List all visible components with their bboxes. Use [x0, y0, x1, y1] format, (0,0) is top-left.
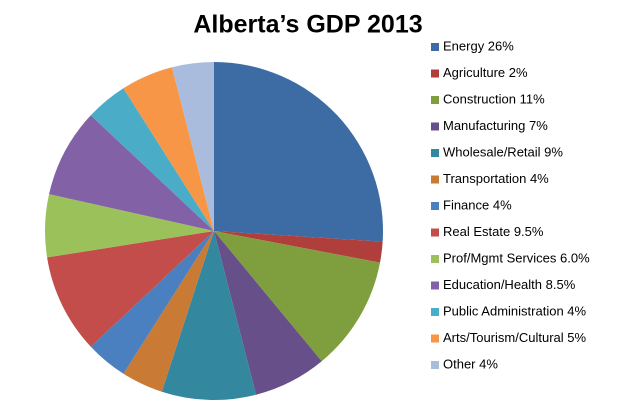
legend-label: Education/Health 8.5% [443, 277, 576, 292]
pie-slice [123, 67, 214, 231]
legend-swatch [431, 149, 439, 157]
legend-swatch [431, 334, 439, 343]
legend-swatch [431, 96, 439, 104]
pie-slice [49, 115, 214, 231]
legend-label: Agriculture 2% [443, 65, 528, 80]
pie-slice [161, 231, 257, 400]
legend-swatch [431, 281, 439, 290]
legend-label: Transportation 4% [443, 171, 549, 186]
pie-slice [90, 88, 214, 231]
pie-slice [90, 231, 214, 374]
legend-label: Construction 11% [443, 91, 545, 106]
pie-slice [171, 62, 214, 231]
legend-label: Finance 4% [443, 197, 512, 212]
legend-label: Public Administration 4% [443, 303, 587, 318]
legend-label: Arts/Tourism/Cultural 5% [443, 330, 586, 345]
legend-label: Real Estate 9.5% [443, 224, 544, 239]
pie-slice [214, 231, 381, 362]
legend-swatch [431, 43, 439, 51]
legend-swatch [431, 255, 439, 263]
legend-swatch [431, 202, 439, 210]
legend-swatch [431, 69, 439, 78]
pie-slice [123, 231, 214, 392]
pie-slice [214, 62, 383, 242]
pie-slice [214, 231, 383, 263]
legend-label: Manufacturing 7% [443, 118, 548, 133]
legend-swatch [431, 361, 439, 369]
legend-swatch [431, 122, 439, 131]
pie-slice [45, 194, 215, 258]
pie-slice [47, 231, 214, 347]
legend-swatch [431, 228, 439, 237]
chart-title: Alberta’s GDP 2013 [193, 11, 422, 39]
legend-label: Other 4% [443, 356, 498, 371]
legend-swatch [431, 175, 439, 184]
legend-label: Energy 26% [443, 38, 514, 53]
legend-swatch [431, 308, 439, 316]
pie-slice [214, 231, 322, 395]
legend-label: Prof/Mgmt Services 6.0% [443, 250, 590, 265]
legend-label: Wholesale/Retail 9% [443, 144, 563, 159]
